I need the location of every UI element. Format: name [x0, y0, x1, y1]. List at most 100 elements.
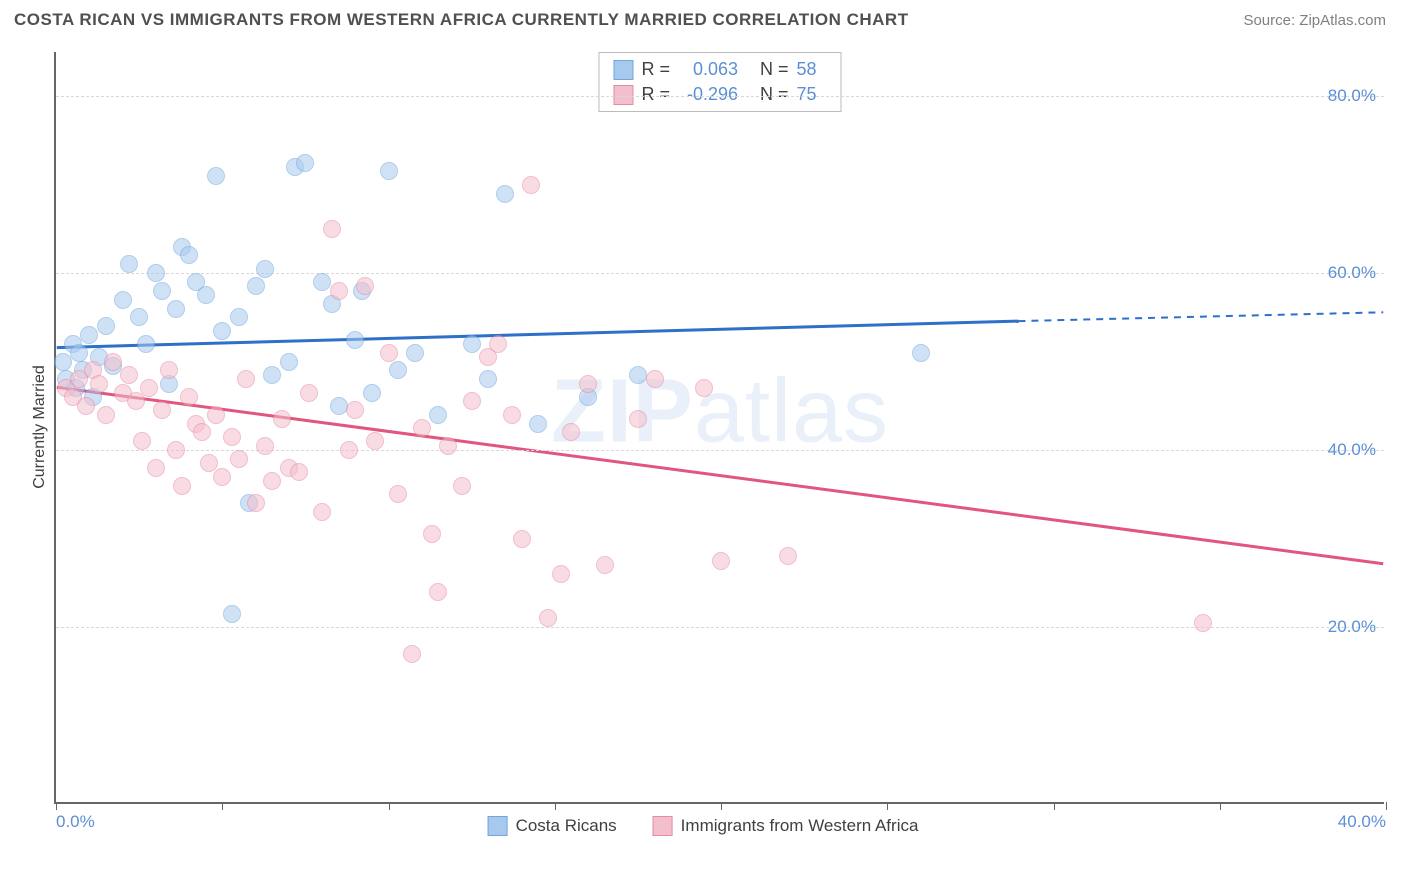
- data-point: [173, 477, 191, 495]
- data-point: [330, 397, 348, 415]
- x-tick: [887, 802, 888, 810]
- data-point: [363, 384, 381, 402]
- data-point: [247, 494, 265, 512]
- data-point: [596, 556, 614, 574]
- data-point: [429, 583, 447, 601]
- data-point: [180, 246, 198, 264]
- legend-swatch: [653, 816, 673, 836]
- data-point: [114, 291, 132, 309]
- data-point: [346, 401, 364, 419]
- watermark: ZIPatlas: [551, 361, 889, 464]
- data-point: [313, 273, 331, 291]
- data-point: [197, 286, 215, 304]
- source-label: Source: ZipAtlas.com: [1243, 12, 1386, 29]
- legend-swatch: [613, 60, 633, 80]
- x-tick-label: 0.0%: [56, 812, 95, 832]
- data-point: [522, 176, 540, 194]
- data-point: [167, 300, 185, 318]
- series-name: Immigrants from Western Africa: [681, 816, 919, 836]
- data-point: [54, 353, 72, 371]
- data-point: [406, 344, 424, 362]
- data-point: [97, 406, 115, 424]
- data-point: [70, 344, 88, 362]
- data-point: [77, 397, 95, 415]
- data-point: [629, 366, 647, 384]
- data-point: [389, 485, 407, 503]
- data-point: [213, 468, 231, 486]
- r-label: R =: [641, 59, 670, 80]
- data-point: [423, 525, 441, 543]
- data-point: [207, 406, 225, 424]
- data-point: [503, 406, 521, 424]
- data-point: [140, 379, 158, 397]
- data-point: [80, 326, 98, 344]
- data-point: [413, 419, 431, 437]
- data-point: [323, 220, 341, 238]
- data-point: [340, 441, 358, 459]
- data-point: [539, 609, 557, 627]
- data-point: [389, 361, 407, 379]
- data-point: [453, 477, 471, 495]
- data-point: [695, 379, 713, 397]
- data-point: [273, 410, 291, 428]
- n-label: N =: [760, 59, 789, 80]
- data-point: [207, 167, 225, 185]
- data-point: [629, 410, 647, 428]
- y-tick-label: 40.0%: [1328, 440, 1376, 460]
- data-point: [463, 335, 481, 353]
- data-point: [356, 277, 374, 295]
- series-legend: Costa Ricans Immigrants from Western Afr…: [488, 816, 919, 836]
- gridline: [56, 273, 1384, 274]
- data-point: [153, 282, 171, 300]
- data-point: [552, 565, 570, 583]
- data-point: [263, 472, 281, 490]
- data-point: [263, 366, 281, 384]
- data-point: [380, 162, 398, 180]
- legend-item: Costa Ricans: [488, 816, 617, 836]
- legend-row: R = -0.296 N = 75: [609, 82, 830, 107]
- data-point: [130, 308, 148, 326]
- data-point: [256, 260, 274, 278]
- data-point: [513, 530, 531, 548]
- data-point: [104, 353, 122, 371]
- data-point: [1194, 614, 1212, 632]
- y-tick-label: 80.0%: [1328, 86, 1376, 106]
- data-point: [223, 428, 241, 446]
- x-tick: [555, 802, 556, 810]
- data-point: [247, 277, 265, 295]
- r-label: R =: [641, 84, 670, 105]
- data-point: [120, 255, 138, 273]
- data-point: [429, 406, 447, 424]
- gridline: [56, 450, 1384, 451]
- gridline: [56, 627, 1384, 628]
- data-point: [133, 432, 151, 450]
- x-tick: [721, 802, 722, 810]
- x-tick: [389, 802, 390, 810]
- gridline: [56, 96, 1384, 97]
- trend-lines: [56, 52, 1384, 802]
- data-point: [237, 370, 255, 388]
- x-tick: [1386, 802, 1387, 810]
- y-tick-label: 60.0%: [1328, 263, 1376, 283]
- legend-swatch: [488, 816, 508, 836]
- data-point: [562, 423, 580, 441]
- data-point: [280, 353, 298, 371]
- data-point: [479, 370, 497, 388]
- data-point: [193, 423, 211, 441]
- plot-area: Currently Married ZIPatlas R = 0.063 N =…: [54, 52, 1384, 804]
- data-point: [463, 392, 481, 410]
- data-point: [712, 552, 730, 570]
- x-tick: [222, 802, 223, 810]
- data-point: [290, 463, 308, 481]
- data-point: [90, 375, 108, 393]
- data-point: [223, 605, 241, 623]
- data-point: [213, 322, 231, 340]
- data-point: [153, 401, 171, 419]
- legend-item: Immigrants from Western Africa: [653, 816, 919, 836]
- n-label: N =: [760, 84, 789, 105]
- data-point: [256, 437, 274, 455]
- data-point: [489, 335, 507, 353]
- data-point: [330, 282, 348, 300]
- data-point: [147, 264, 165, 282]
- data-point: [529, 415, 547, 433]
